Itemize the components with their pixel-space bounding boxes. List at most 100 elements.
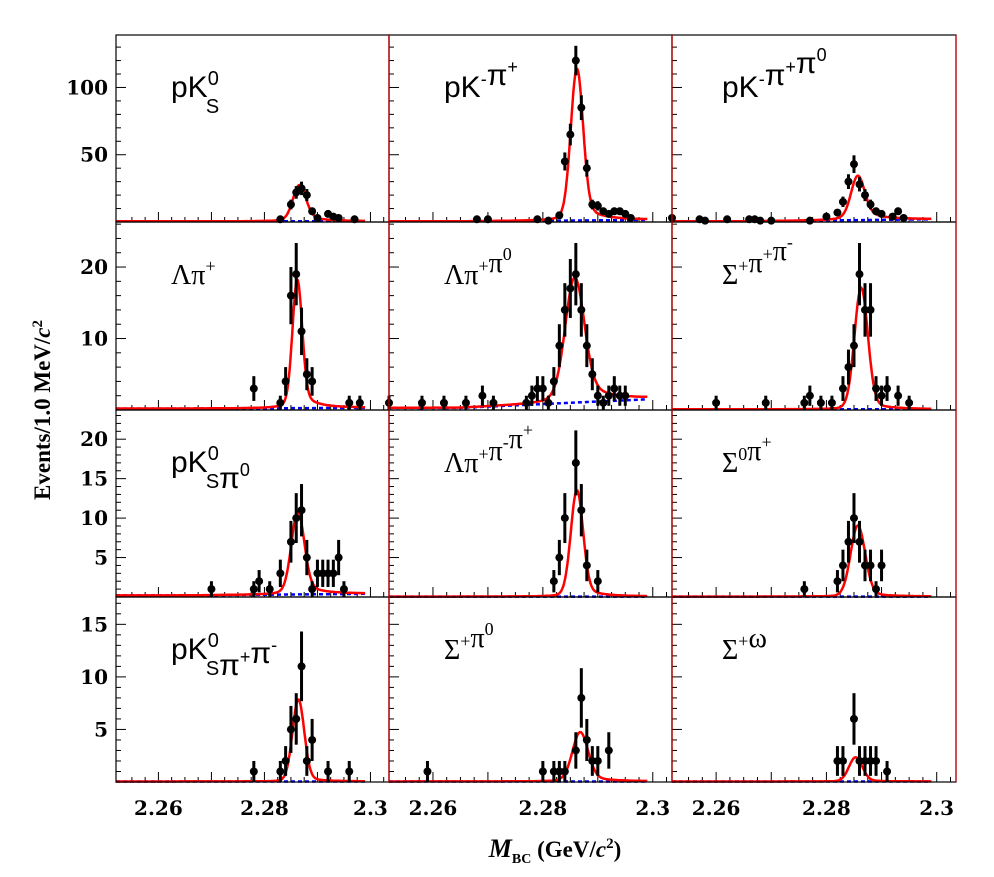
data-point — [855, 537, 864, 546]
label-superscript: 0 — [208, 443, 219, 465]
data-point — [905, 398, 914, 407]
y-tick-label: 10 — [80, 665, 108, 689]
total-fit-curve — [389, 276, 648, 409]
total-fit-curve — [389, 488, 648, 598]
data-point — [329, 569, 338, 578]
data-point — [339, 585, 348, 594]
data-point — [805, 216, 814, 225]
data-point — [833, 577, 842, 586]
data-point — [861, 191, 870, 200]
panel-label: Σ+ω — [722, 623, 767, 666]
y-tick-label: 15 — [80, 467, 108, 491]
panel-label: pK-π+π0 — [722, 45, 827, 104]
data-point — [610, 384, 619, 393]
data-point — [866, 756, 875, 765]
data-point — [549, 767, 558, 776]
data-point — [593, 577, 602, 586]
panel-label: pK0 Sπ+π- — [171, 630, 277, 682]
data-point — [816, 398, 825, 407]
data-point — [566, 130, 575, 139]
data-point — [313, 213, 322, 222]
label-superscript: 0 — [503, 244, 512, 264]
y-axis-title: Events/1.0 MeV/c2 — [30, 320, 55, 500]
data-point — [560, 157, 569, 166]
data-point — [249, 384, 258, 393]
x-tick-label: 2.3 — [919, 796, 954, 820]
data-point — [849, 714, 858, 723]
label-text: π — [765, 59, 786, 92]
label-text: pK — [171, 71, 208, 104]
data-point — [577, 103, 586, 112]
data-point — [417, 398, 426, 407]
label-text: π — [796, 47, 817, 80]
panel-frame — [388, 596, 673, 783]
data-point — [286, 537, 295, 546]
label-text: Λπ — [444, 260, 478, 291]
data-point — [582, 164, 591, 173]
data-point — [472, 215, 481, 224]
data-point — [626, 213, 635, 222]
label-text: π — [487, 59, 508, 92]
total-fit-curve — [672, 174, 932, 223]
data-point — [872, 585, 881, 594]
data-point — [571, 56, 580, 65]
data-point — [538, 767, 547, 776]
label-superscript: + — [478, 256, 488, 276]
panel-label: Σ0π+ — [722, 432, 772, 479]
total-fit-curve — [389, 66, 648, 223]
x-axis-title: MBC (GeV/c2) — [488, 834, 621, 867]
x-tick-label: 2.28 — [802, 796, 851, 820]
data-point — [350, 215, 359, 224]
data-point — [286, 725, 295, 734]
label-subscript: S — [206, 658, 219, 680]
y-tick-label: 20 — [80, 255, 108, 279]
data-point — [538, 384, 547, 393]
panel-frame — [115, 34, 390, 223]
data-point — [544, 216, 553, 225]
label-text: π — [219, 462, 240, 495]
data-point — [571, 270, 580, 279]
data-point — [822, 212, 831, 221]
panel-9: pK0 Sπ+π- — [115, 596, 390, 783]
data-point — [827, 398, 836, 407]
data-point — [838, 756, 847, 765]
data-point — [249, 767, 258, 776]
panel-label: Λπ+π0 — [444, 244, 512, 291]
data-point — [308, 585, 317, 594]
label-superscript: 0 — [817, 45, 827, 65]
data-point — [800, 585, 809, 594]
data-point — [555, 341, 564, 350]
data-point — [582, 561, 591, 570]
total-fit-curve — [116, 510, 366, 597]
data-point — [345, 767, 354, 776]
label-superscript: 0 — [738, 444, 747, 464]
data-point — [297, 184, 306, 193]
y-tick-label: 10 — [80, 327, 108, 351]
x-axis-title-text: (GeV/ — [531, 837, 596, 862]
panel-0: pK0 S — [115, 34, 390, 224]
data-point — [582, 735, 591, 744]
data-point — [324, 767, 333, 776]
data-point — [588, 756, 597, 765]
y-axis-title-sup: 2 — [30, 320, 46, 328]
data-point — [571, 458, 580, 467]
data-point — [615, 391, 624, 400]
label-superscript: - — [481, 69, 487, 89]
data-point — [345, 398, 354, 407]
data-point — [571, 746, 580, 755]
data-point — [544, 398, 553, 407]
x-tick-label: 2.26 — [692, 796, 741, 820]
data-point — [549, 577, 558, 586]
data-point — [761, 398, 770, 407]
data-point — [838, 561, 847, 570]
y-tick-label: 15 — [80, 612, 108, 636]
data-point — [207, 585, 216, 594]
label-text: Σ — [722, 635, 738, 666]
label-superscript: + — [205, 256, 215, 276]
data-point — [297, 662, 306, 671]
x-tick-label: 2.3 — [353, 796, 388, 820]
data-point — [292, 714, 301, 723]
data-point — [767, 216, 776, 225]
data-point — [833, 756, 842, 765]
